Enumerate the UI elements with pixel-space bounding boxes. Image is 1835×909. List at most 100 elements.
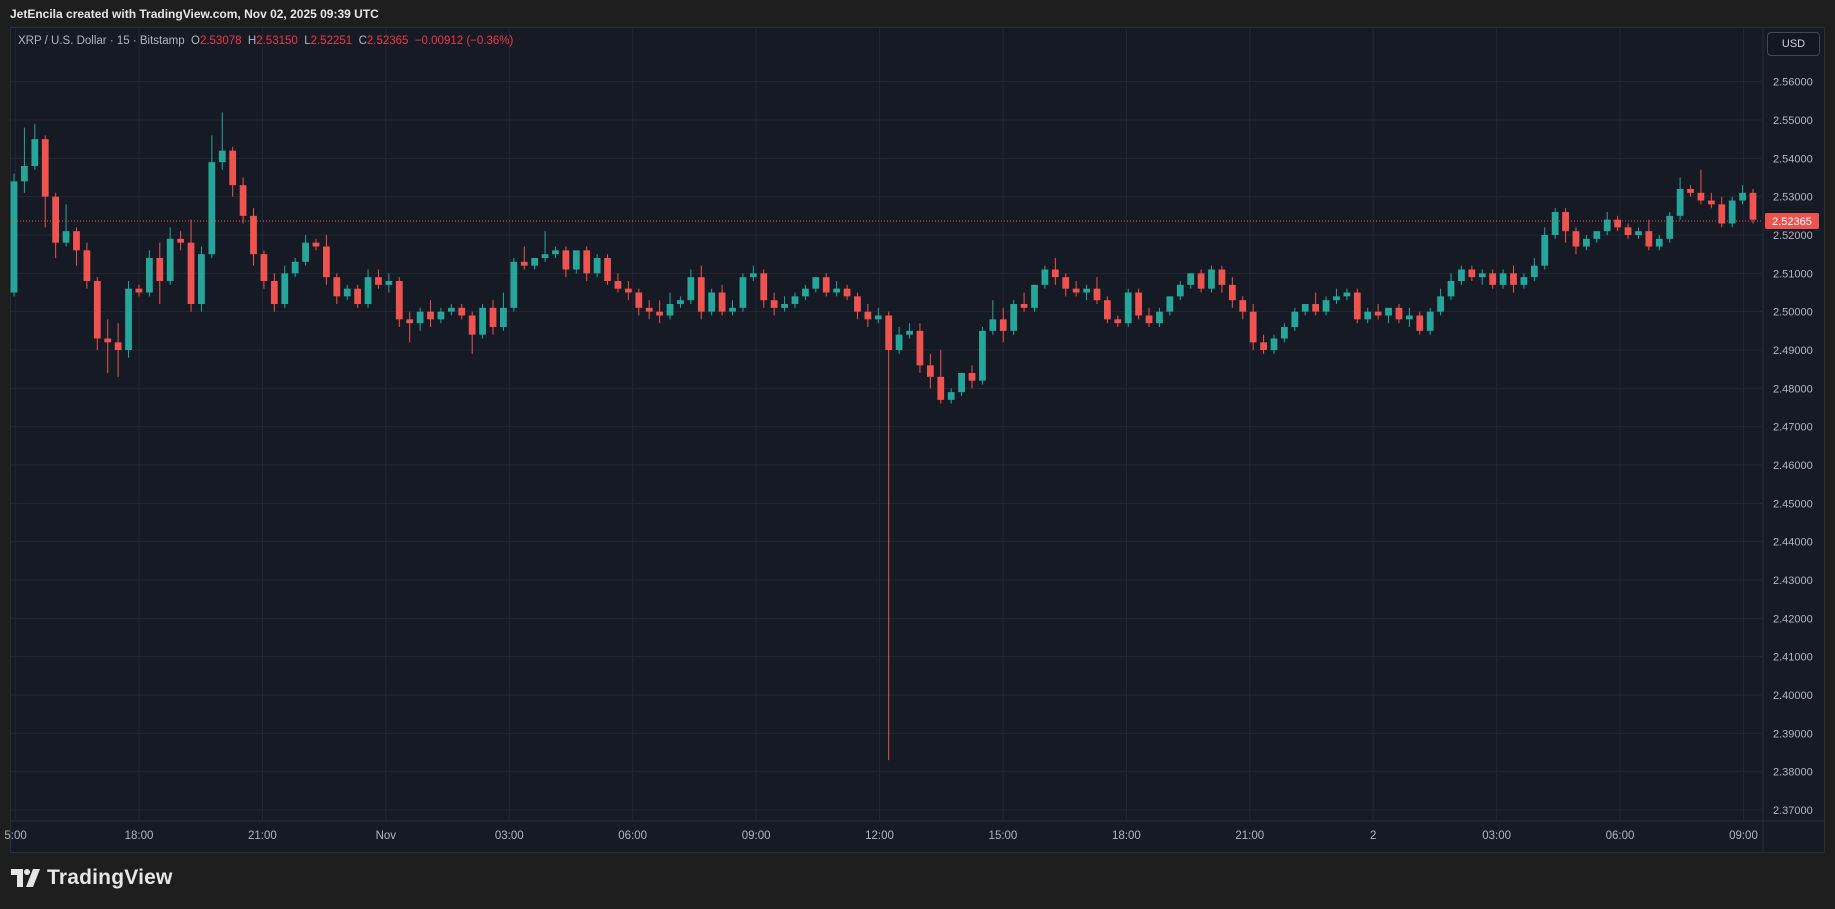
candle — [1666, 212, 1674, 243]
candle-body — [926, 365, 934, 377]
candle-body — [895, 334, 903, 351]
candle-body — [1614, 219, 1622, 228]
candle — [1010, 300, 1018, 335]
candle — [1655, 235, 1663, 251]
candle-body — [1072, 288, 1080, 293]
candle-body — [968, 373, 976, 381]
candle-body — [1197, 273, 1205, 289]
candle — [1312, 292, 1320, 316]
candle — [666, 292, 674, 320]
candle — [749, 265, 757, 282]
tradingview-logo[interactable]: TradingView — [11, 866, 173, 890]
candle — [1583, 235, 1590, 251]
time-axis[interactable]: 5:00 18:00 21:00 Nov 03:00 06:00 09:00 12:00 15:… — [4, 830, 1757, 842]
close-value: 2.52365 — [366, 35, 409, 47]
candle — [125, 281, 132, 358]
candle-body — [1249, 311, 1257, 343]
candle — [906, 323, 913, 339]
candle-body — [447, 307, 455, 312]
candle-body — [1385, 307, 1392, 316]
candle — [198, 246, 205, 312]
candle-body — [708, 292, 716, 312]
candle-body — [104, 338, 112, 343]
candle — [1697, 169, 1705, 205]
candle-body — [21, 166, 28, 182]
candle — [250, 208, 257, 266]
candle-body — [1270, 338, 1278, 351]
candle-body — [635, 292, 643, 308]
candle-body — [624, 288, 632, 293]
candle-body — [406, 319, 414, 324]
candle — [73, 227, 80, 266]
candle — [937, 350, 945, 404]
candle — [1166, 296, 1174, 316]
candle-body — [1489, 273, 1497, 285]
time-tick-label: 15:00 — [989, 830, 1018, 842]
candle-body — [1062, 277, 1070, 289]
candle — [479, 304, 486, 339]
candle-body — [1031, 284, 1038, 308]
candle — [385, 273, 393, 293]
chart-panel[interactable] — [10, 27, 1825, 853]
candle-body — [1416, 315, 1424, 331]
candle-body — [760, 273, 768, 301]
candle-body — [1739, 192, 1746, 201]
candle — [916, 323, 924, 374]
candle-body — [93, 281, 101, 339]
candle — [1635, 227, 1642, 239]
candle-body — [812, 277, 820, 289]
candle-body — [83, 250, 91, 282]
candle — [1353, 288, 1361, 324]
candle — [1260, 334, 1267, 354]
candle — [1478, 269, 1486, 285]
candle-body — [947, 392, 955, 400]
candle-body — [1541, 235, 1549, 266]
candle-body — [1635, 231, 1642, 236]
candle-body — [1364, 311, 1372, 320]
candle-body — [687, 277, 695, 301]
price-axis[interactable]: 2.56000 2.55000 2.54000 2.53000 2.52000 2.510… — [1773, 77, 1813, 817]
candle-body — [291, 261, 299, 274]
candle-body — [177, 238, 184, 243]
candle — [1114, 315, 1122, 328]
candle — [1405, 307, 1413, 328]
candles — [10, 112, 1757, 761]
price-tick-label: 2.51000 — [1773, 268, 1813, 280]
candle-body — [1135, 292, 1143, 316]
candle — [21, 127, 28, 193]
candle-body — [645, 307, 653, 312]
candle — [1020, 292, 1028, 312]
candle — [1051, 258, 1059, 285]
candle — [270, 273, 278, 312]
candle — [406, 311, 414, 343]
candle-body — [489, 307, 497, 328]
candle-body — [1103, 300, 1111, 320]
candle-body — [718, 292, 726, 312]
candle — [229, 146, 237, 197]
candle — [437, 307, 445, 324]
price-tick-label: 2.52000 — [1773, 230, 1813, 242]
low-label: L — [304, 35, 311, 47]
candle-body — [656, 311, 664, 316]
time-tick-label: 5:00 — [4, 830, 26, 842]
candle — [135, 284, 143, 297]
candle-body — [375, 277, 382, 285]
candle-body — [1593, 231, 1601, 239]
candle-body — [1343, 292, 1351, 297]
candle-body — [1468, 269, 1476, 278]
current-price-label: 2.52365 — [1772, 216, 1812, 228]
candle-body — [198, 254, 205, 305]
candle-body — [1645, 231, 1653, 247]
candle — [1458, 265, 1465, 285]
price-tick-label: 2.46000 — [1773, 460, 1813, 472]
price-tick-label: 2.53000 — [1773, 192, 1813, 204]
currency-button[interactable]: USD — [1767, 32, 1820, 56]
candle — [687, 269, 695, 305]
candle — [802, 284, 809, 301]
candle — [1218, 265, 1226, 293]
candle — [354, 284, 362, 308]
candle — [1624, 223, 1632, 239]
candle-body — [531, 258, 539, 266]
candle — [291, 258, 299, 278]
